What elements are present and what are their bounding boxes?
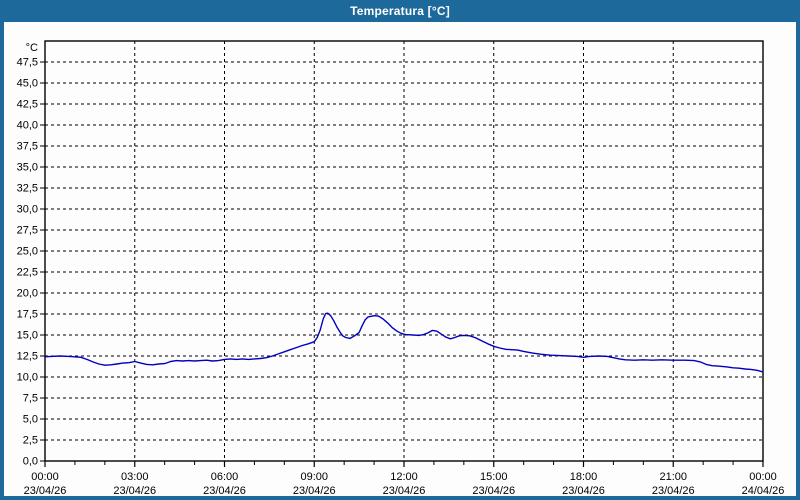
x-axis-date-label: 23/04/26 (652, 485, 695, 496)
plot-border (44, 40, 764, 462)
x-axis-date-label: 23/04/26 (24, 485, 67, 496)
y-axis-label: 37,5 (17, 141, 38, 153)
y-axis-label: 2,5 (23, 435, 38, 447)
x-axis-date-label: 23/04/26 (113, 485, 156, 496)
y-axis-unit-label: °C (26, 42, 38, 54)
x-axis-time-label: 12:00 (390, 471, 418, 483)
x-axis-date-label: 23/04/26 (472, 485, 515, 496)
y-axis-label: 15,0 (17, 330, 38, 342)
y-axis-label: 0,0 (23, 456, 38, 468)
x-axis-date-label: 23/04/26 (203, 485, 246, 496)
y-axis-label: 30,0 (17, 204, 38, 216)
y-axis-label: 32,5 (17, 183, 38, 195)
x-axis-time-label: 09:00 (300, 471, 328, 483)
y-axis-label: 47,5 (17, 57, 38, 69)
y-axis-label: 5,0 (23, 414, 38, 426)
x-axis-time-label: 00:00 (749, 471, 777, 483)
y-axis-label: 12,5 (17, 351, 38, 363)
x-axis-time-label: 21:00 (659, 471, 687, 483)
x-axis-time-label: 18:00 (570, 471, 598, 483)
window-title: Temperatura [°C] (350, 4, 450, 18)
y-axis-label: 25,0 (17, 246, 38, 258)
x-axis-time-label: 15:00 (480, 471, 508, 483)
x-axis-date-label: 23/04/26 (293, 485, 336, 496)
x-axis-time-label: 03:00 (121, 471, 149, 483)
x-axis-time-label: 00:00 (31, 471, 59, 483)
window-title-bar[interactable]: Temperatura [°C] (0, 0, 800, 22)
y-axis-label: 35,0 (17, 162, 38, 174)
y-axis-label: 42,5 (17, 99, 38, 111)
temperature-chart: 47,5 45,0 42,5 40,0 37,5 35,0 32,5 30,0 27,5 25,0… (17, 40, 785, 496)
x-axis-date-label: 23/04/26 (562, 485, 605, 496)
x-axis-time-label: 06:00 (211, 471, 239, 483)
y-axis-label: 20,0 (17, 288, 38, 300)
y-axis-label: 10,0 (17, 372, 38, 384)
y-axis-label: 7,5 (23, 393, 38, 405)
y-axis-label: 22,5 (17, 267, 38, 279)
y-axis-label: 27,5 (17, 225, 38, 237)
temperature-line (44, 312, 764, 373)
x-axis-date-label: 24/04/26 (742, 485, 785, 496)
y-axis-label: 17,5 (17, 309, 38, 321)
chart-panel: 47,5 45,0 42,5 40,0 37,5 35,0 32,5 30,0 27,5 25,0… (4, 22, 796, 496)
y-axis-label: 45,0 (17, 78, 38, 90)
x-axis-date-label: 23/04/26 (383, 485, 426, 496)
y-axis-label: 40,0 (17, 120, 38, 132)
